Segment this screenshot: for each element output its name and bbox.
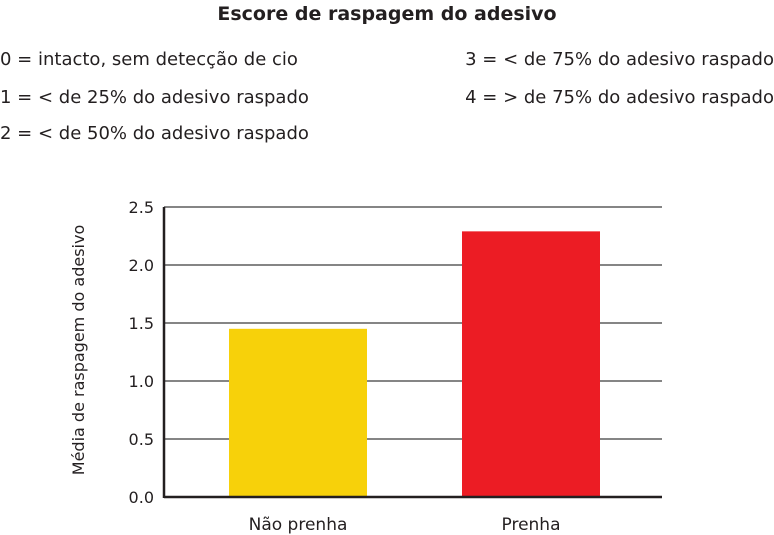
y-tick-label-3: 1.5 [129,314,154,333]
chart-title: Escore de raspagem do adesivo [217,3,557,25]
y-tick-label-2: 1.0 [129,372,154,391]
legend-entry-0: 0 = intacto, sem detecção de cio [0,49,298,70]
y-tick-label-1: 0.5 [129,430,154,449]
y-axis-title: Média de raspagem do adesivo [69,225,88,475]
y-tick-labels: 0.0 0.5 1.0 1.5 2.0 2.5 [129,198,154,507]
x-category-label-1: Prenha [502,515,561,535]
bars [229,231,600,498]
x-category-labels: Não prenha Prenha [249,515,561,535]
y-tick-label-4: 2.0 [129,256,154,275]
x-category-label-0: Não prenha [249,515,348,535]
legend-entry-1: 1 = < de 25% do adesivo raspado [0,87,309,108]
bar-1 [462,231,600,498]
legend-entry-3: 3 = < de 75% do adesivo raspado [465,49,774,70]
y-tick-label-5: 2.5 [129,198,154,217]
y-tick-label-0: 0.0 [129,488,154,507]
legend-entry-2: 2 = < de 50% do adesivo raspado [0,123,309,144]
axes [162,207,662,499]
bar-0 [229,328,367,497]
legend-entry-4: 4 = > de 75% do adesivo raspado [465,87,774,108]
